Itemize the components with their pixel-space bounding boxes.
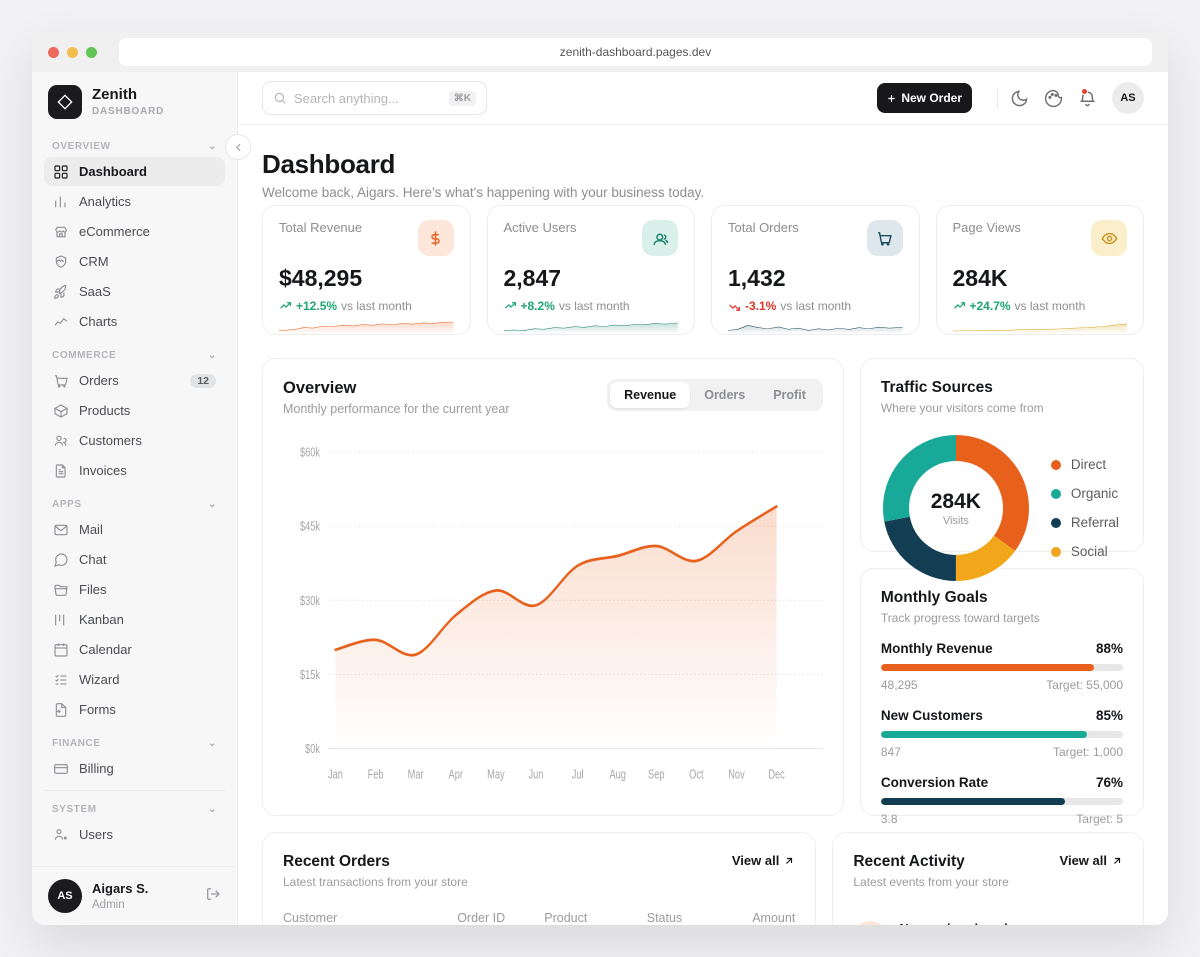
svg-text:$0k: $0k	[305, 743, 320, 757]
svg-text:$30k: $30k	[300, 594, 320, 608]
svg-text:$15k: $15k	[300, 668, 320, 682]
svg-text:Dec: Dec	[768, 768, 785, 782]
svg-text:Sep: Sep	[648, 768, 664, 782]
svg-text:Jul: Jul	[572, 768, 584, 782]
svg-text:Mar: Mar	[408, 768, 424, 782]
svg-text:Oct: Oct	[689, 768, 704, 782]
svg-text:Nov: Nov	[728, 768, 745, 782]
svg-text:Aug: Aug	[609, 768, 625, 782]
svg-text:$60k: $60k	[300, 446, 320, 460]
svg-text:$45k: $45k	[300, 520, 320, 534]
svg-text:Jan: Jan	[328, 768, 343, 782]
svg-text:Apr: Apr	[449, 768, 464, 782]
svg-text:Feb: Feb	[368, 768, 384, 782]
svg-text:Jun: Jun	[528, 768, 543, 782]
svg-text:May: May	[487, 768, 505, 782]
